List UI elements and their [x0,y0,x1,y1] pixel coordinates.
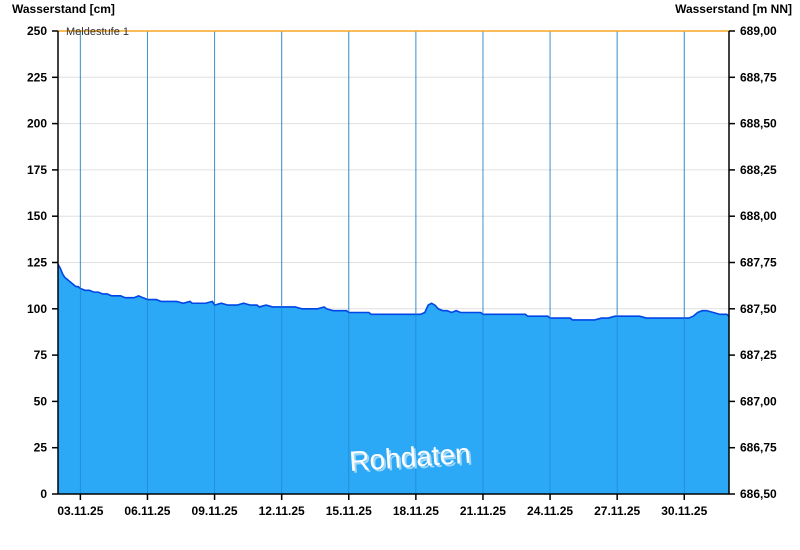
svg-text:687,25: 687,25 [740,348,777,362]
svg-text:689,00: 689,00 [740,24,777,38]
svg-text:25: 25 [34,441,48,455]
svg-text:0: 0 [40,487,47,501]
svg-text:30.11.25: 30.11.25 [661,504,707,518]
svg-text:200: 200 [27,117,47,131]
left-axis-ticks: 0 25 50 75 100 125 150 175 200 225 250 [27,24,58,501]
svg-text:18.11.25: 18.11.25 [393,504,439,518]
svg-text:12.11.25: 12.11.25 [259,504,305,518]
svg-text:27.11.25: 27.11.25 [594,504,640,518]
svg-text:50: 50 [34,394,48,408]
svg-text:15.11.25: 15.11.25 [326,504,372,518]
svg-text:09.11.25: 09.11.25 [192,504,238,518]
water-level-line [58,263,729,321]
svg-text:250: 250 [27,24,47,38]
svg-text:03.11.25: 03.11.25 [57,504,103,518]
left-axis-title: Wasserstand [cm] [12,2,115,16]
svg-text:687,75: 687,75 [740,256,777,270]
meldestufe-1-label: Meldestufe 1 [66,26,129,38]
svg-text:687,00: 687,00 [740,394,777,408]
water-level-area [58,264,729,494]
svg-text:175: 175 [27,163,47,177]
svg-text:688,50: 688,50 [740,117,777,131]
svg-text:24.11.25: 24.11.25 [527,504,573,518]
svg-text:225: 225 [27,70,47,84]
svg-text:688,25: 688,25 [740,163,777,177]
svg-text:100: 100 [27,302,47,316]
svg-text:687,50: 687,50 [740,302,777,316]
series-group [58,263,729,494]
svg-text:688,75: 688,75 [740,70,777,84]
svg-text:75: 75 [34,348,48,362]
svg-text:686,50: 686,50 [740,487,777,501]
svg-text:688,00: 688,00 [740,209,777,223]
svg-text:21.11.25: 21.11.25 [460,504,506,518]
svg-text:150: 150 [27,209,47,223]
right-axis-title: Wasserstand [m NN] [675,2,792,16]
bottom-axis-ticks: 03.11.25 06.11.25 09.11.25 12.11.25 15.11.25… [57,494,708,518]
svg-text:06.11.25: 06.11.25 [124,504,170,518]
svg-text:125: 125 [27,256,47,270]
right-axis-ticks: 686,50 686,75 687,00 687,25 687,50 687,75 688,… [729,24,777,501]
svg-text:686,75: 686,75 [740,441,777,455]
